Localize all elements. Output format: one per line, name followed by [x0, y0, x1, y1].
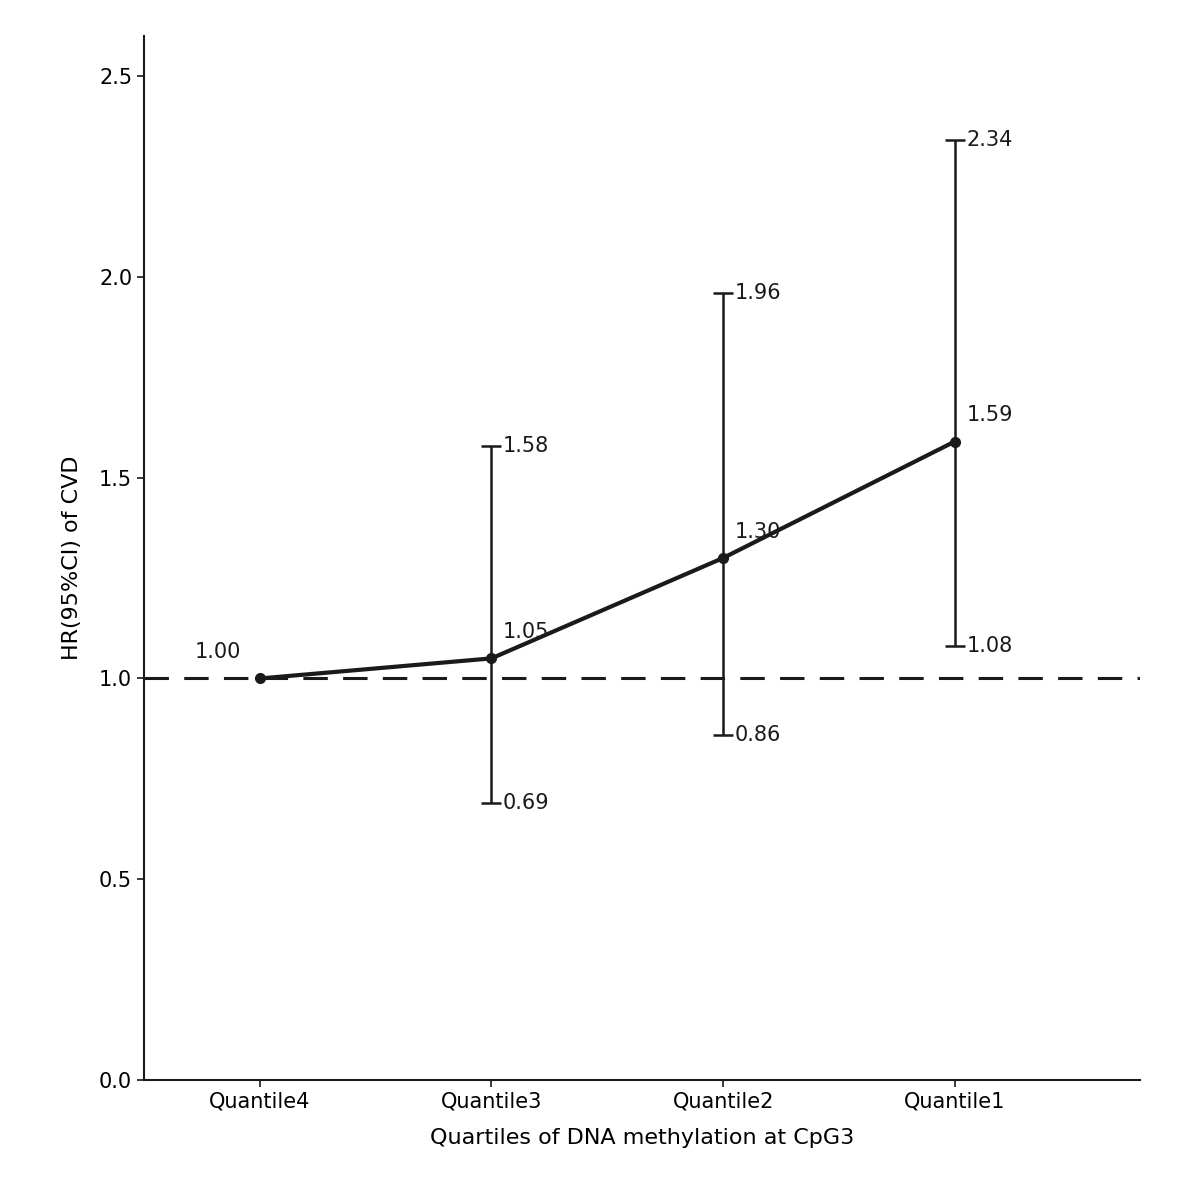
Text: 1.58: 1.58 [503, 436, 550, 456]
Text: 0.69: 0.69 [503, 793, 550, 812]
Text: 1.30: 1.30 [734, 522, 781, 542]
X-axis label: Quartiles of DNA methylation at CpG3: Quartiles of DNA methylation at CpG3 [430, 1128, 854, 1148]
Text: 1.00: 1.00 [194, 642, 241, 662]
Text: 2.34: 2.34 [966, 131, 1013, 150]
Text: 1.96: 1.96 [734, 283, 781, 302]
Text: 0.86: 0.86 [734, 725, 781, 745]
Y-axis label: HR(95%CI) of CVD: HR(95%CI) of CVD [62, 456, 83, 660]
Text: 1.08: 1.08 [966, 636, 1013, 656]
Text: 1.59: 1.59 [966, 406, 1013, 426]
Text: 1.05: 1.05 [503, 623, 550, 642]
